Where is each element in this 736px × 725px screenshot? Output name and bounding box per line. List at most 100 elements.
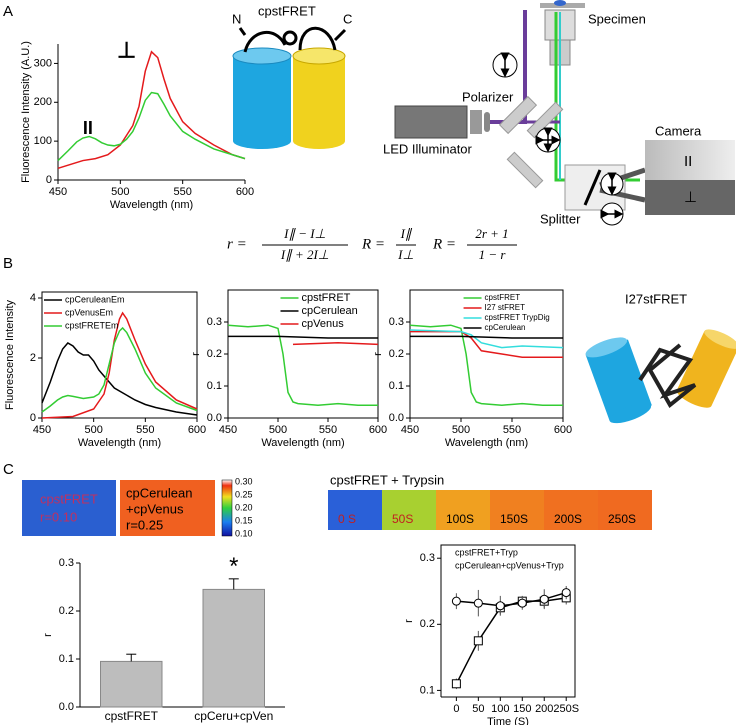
y-tick-label: 0 xyxy=(30,412,36,424)
y-tick-label: 0.3 xyxy=(207,316,222,328)
series-line xyxy=(455,597,567,685)
colorbar-label: 0.20 xyxy=(235,502,253,512)
terminus-label: C xyxy=(343,11,352,26)
construct-diagram xyxy=(585,329,736,424)
legend-label: I27 stFRET xyxy=(485,303,526,312)
y-tick-label: 0.1 xyxy=(420,684,435,696)
series-line xyxy=(410,335,563,339)
y-tick-label: 0.2 xyxy=(389,348,404,360)
y-tick-label: 0.1 xyxy=(207,380,222,392)
annotation: * xyxy=(229,553,238,580)
x-axis-label: Wavelength (nm) xyxy=(110,199,193,211)
formula-text: I⊥ xyxy=(397,247,414,262)
marker xyxy=(451,679,461,689)
image-label: +cpVenus xyxy=(126,501,184,516)
formula-text: R = xyxy=(361,236,385,252)
frame-label: 0 S xyxy=(338,512,356,526)
x-tick-label: 600 xyxy=(369,424,387,436)
y-tick-label: 300 xyxy=(34,57,52,69)
series-line xyxy=(227,324,378,406)
x-tick-label: 500 xyxy=(111,186,129,198)
y-tick-label: 0.3 xyxy=(420,552,435,564)
legend-label: cpCerulean xyxy=(302,305,358,317)
colorbar-label: 0.30 xyxy=(235,476,253,486)
y-axis-label: r xyxy=(403,619,415,623)
image-title: cpstFRET + Trypsin xyxy=(330,472,444,487)
diagram-label: Camera xyxy=(655,123,702,138)
x-axis-label: Wavelength (nm) xyxy=(445,437,528,449)
marker xyxy=(495,601,505,611)
y-tick-label: 0.3 xyxy=(59,557,74,569)
y-tick-label: 0.3 xyxy=(389,316,404,328)
y-tick-label: 2 xyxy=(30,352,36,364)
marker xyxy=(451,596,461,606)
legend-label: cpCeruleanEm xyxy=(65,294,125,304)
x-tick-label: 50 xyxy=(472,703,484,715)
diagram-label: Specimen xyxy=(588,11,646,26)
series-line xyxy=(41,326,198,413)
legend-label: cpstFRET+Tryp xyxy=(455,547,518,557)
image-label: r=0.25 xyxy=(126,517,163,532)
legend-label: cpstFRETEm xyxy=(65,320,119,330)
x-tick-label: 550 xyxy=(319,424,337,436)
y-tick-label: 4 xyxy=(30,292,36,304)
formula: r = I∥ − I⊥ I∥ + 2I⊥ R = I∥ I⊥ R = 2r + … xyxy=(227,226,517,262)
formula-text: I∥ + 2I⊥ xyxy=(280,247,329,262)
construct-label: I27stFRET xyxy=(625,291,687,306)
x-tick-label: 450 xyxy=(49,186,67,198)
x-tick-label: 550 xyxy=(136,424,154,436)
y-tick-label: 0.2 xyxy=(207,348,222,360)
fret-images xyxy=(22,479,652,537)
x-tick-label: 500 xyxy=(269,424,287,436)
x-tick-label: 200 xyxy=(535,703,553,715)
x-tick-label: 550 xyxy=(503,424,521,436)
x-tick-label: 600 xyxy=(236,186,254,198)
panel-letter: A xyxy=(3,3,13,20)
legend-label: cpCerulean xyxy=(485,323,526,332)
axis-frame xyxy=(440,544,576,698)
series-line xyxy=(57,50,246,170)
y-axis-label: Fluorescence Intensity (A.U.) xyxy=(20,41,32,183)
image-label: cpstFRET xyxy=(40,491,98,506)
formula-text: 2r + 1 xyxy=(475,226,508,241)
legend-label: cpCerulean+cpVenus+Tryp xyxy=(455,560,564,570)
x-tick-label: 600 xyxy=(188,424,206,436)
y-axis-label: Fluorescence Intensity xyxy=(4,299,16,410)
formula-text: r = xyxy=(227,236,247,252)
formula-text: I∥ xyxy=(400,226,413,241)
x-tick-label: 550 xyxy=(173,186,191,198)
construct-label: cpstFRET xyxy=(258,3,316,18)
x-tick-label: 600 xyxy=(554,424,572,436)
marker xyxy=(473,636,483,646)
x-tick-label: 500 xyxy=(84,424,102,436)
panel-letter: C xyxy=(3,461,14,478)
marker xyxy=(561,588,571,598)
marker xyxy=(517,598,527,608)
y-tick-label: 100 xyxy=(34,135,52,147)
marker xyxy=(473,598,483,608)
y-tick-label: 0.2 xyxy=(59,605,74,617)
x-tick-label: 450 xyxy=(401,424,419,436)
y-tick-label: 0.0 xyxy=(59,701,74,713)
frame-label: 150S xyxy=(500,512,528,526)
y-axis-label: r xyxy=(372,352,384,356)
x-tick-label: 450 xyxy=(33,424,51,436)
x-tick-label: cpCeru+cpVen xyxy=(194,709,273,723)
x-axis-label: Wavelength (nm) xyxy=(78,437,161,449)
y-tick-label: 0.1 xyxy=(59,653,74,665)
y-axis-label: r xyxy=(42,633,54,637)
series-line xyxy=(228,335,378,339)
panel-letter: B xyxy=(3,255,13,272)
marker xyxy=(539,594,549,604)
annotation: II xyxy=(83,118,93,138)
x-axis-label: Wavelength (nm) xyxy=(261,437,344,449)
frame-label: 200S xyxy=(554,512,582,526)
series-line xyxy=(292,342,379,346)
x-tick-label: 0 xyxy=(453,703,459,715)
series-line xyxy=(409,324,563,406)
y-tick-label: 0.0 xyxy=(207,412,222,424)
series-line xyxy=(409,329,564,349)
diagram-label: Polarizer xyxy=(462,89,514,104)
series-line xyxy=(57,91,246,162)
y-tick-label: 0.1 xyxy=(389,380,404,392)
